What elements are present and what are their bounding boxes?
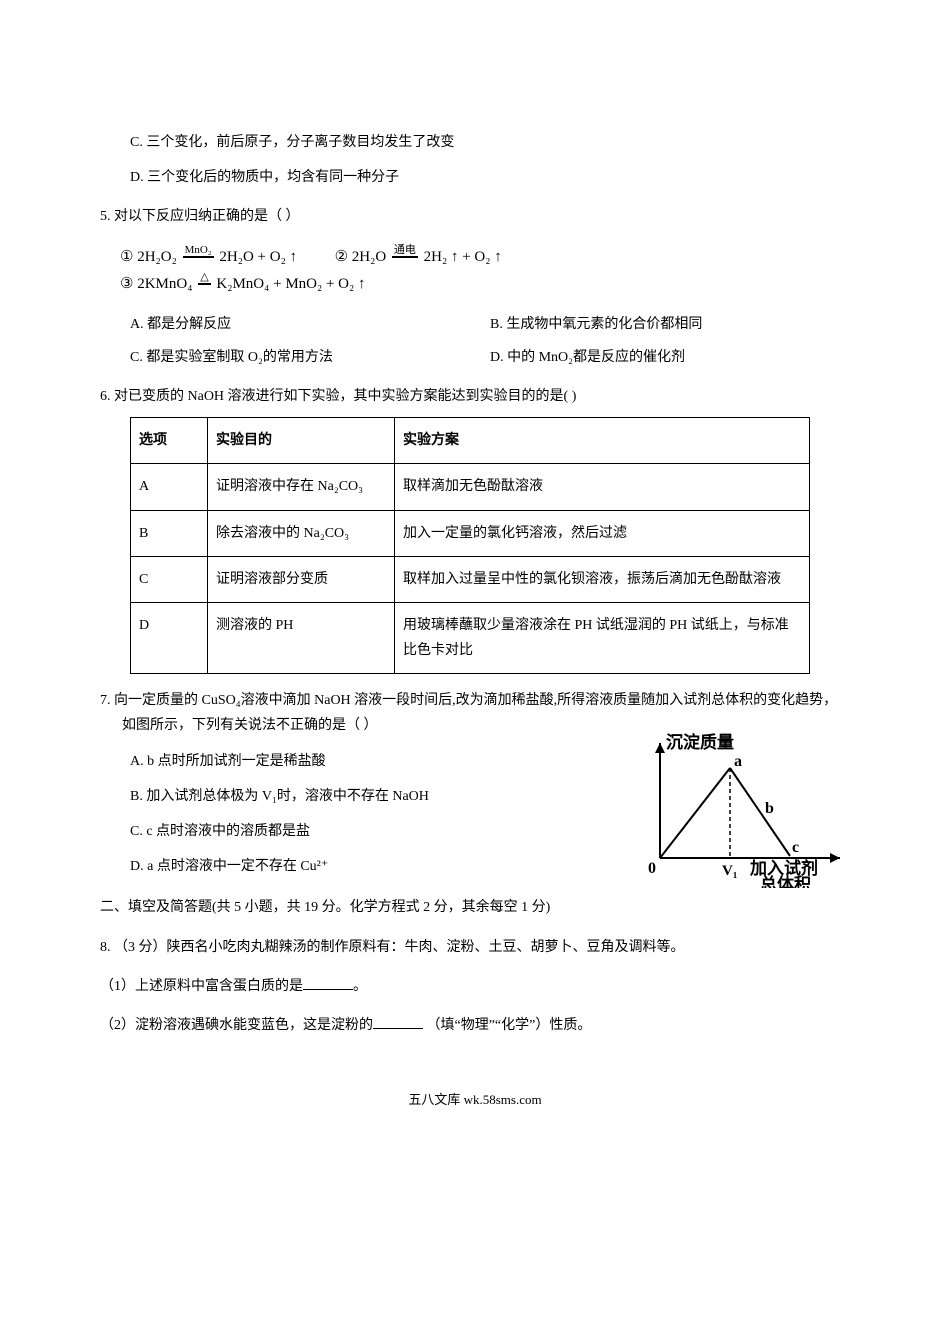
q4-option-c: C. 三个变化，前后原子，分子离子数目均发生了改变 [130, 130, 850, 155]
eq3-condition: △ [198, 272, 210, 297]
eq3-rhs: K₂MnO₄ + MnO₂ + O₂ ↑ [216, 276, 365, 292]
section-2-heading: 二、填空及简答题(共 5 小题，共 19 分。化学方程式 2 分，其余每空 1 … [100, 895, 850, 920]
q5-option-c: C. 都是实验室制取 O₂的常用方法 [130, 345, 490, 370]
q5-option-d: D. 中的 MnO₂都是反应的催化剂 [490, 345, 850, 370]
svg-text:0: 0 [648, 860, 656, 877]
table-row: B 除去溶液中的 Na₂CO₃ 加入一定量的氯化钙溶液，然后过滤 [131, 510, 810, 556]
q8-stem: 8. （3 分）陕西名小吃肉丸糊辣汤的制作原料有：牛肉、淀粉、土豆、胡萝卜、豆角… [100, 935, 850, 960]
eq2-condition: 通电 [392, 245, 418, 270]
q6-table: 选项 实验目的 实验方案 A 证明溶液中存在 Na₂CO₃ 取样滴加无色酚酞溶液… [130, 417, 810, 674]
table-row: D 测溶液的 PH 用玻璃棒蘸取少量溶液涂在 PH 试纸湿润的 PH 试纸上，与… [131, 602, 810, 673]
q8-sub2-text: （2）淀粉溶液遇碘水能变蓝色，这是淀粉的 [100, 1018, 373, 1033]
q5-equations: ① 2H₂O₂ MnO₂ 2H₂O + O₂ ↑ ② 2H₂O 通电 2H₂ ↑… [120, 244, 850, 298]
q8-sub2-tail: （填“物理”“化学”）性质。 [423, 1018, 591, 1033]
q6-th-option: 选项 [131, 418, 208, 464]
eq1-condition: MnO₂ [183, 245, 214, 270]
svg-text:V₁: V₁ [722, 863, 737, 879]
q6-b-scheme: 加入一定量的氯化钙溶液，然后过滤 [395, 510, 810, 556]
q6-b-opt: B [131, 510, 208, 556]
fill-blank [373, 1014, 423, 1029]
q6-d-purpose: 测溶液的 PH [208, 602, 395, 673]
q4-option-d: D. 三个变化后的物质中，均含有同一种分子 [130, 165, 850, 190]
page-footer: 五八文库 wk.58sms.com [100, 1088, 850, 1111]
svg-text:c: c [792, 839, 799, 856]
q7-figure: a b c 0 V₁ 沉淀质量 加入试剂 总体积 [630, 728, 860, 888]
eq1-prefix: ① 2H₂O₂ [120, 249, 177, 265]
q6-b-purpose: 除去溶液中的 Na₂CO₃ [208, 510, 395, 556]
q8-sub2: （2）淀粉溶液遇碘水能变蓝色，这是淀粉的 （填“物理”“化学”）性质。 [100, 1013, 850, 1038]
q5-option-b: B. 生成物中氧元素的化合价都相同 [490, 312, 850, 337]
svg-text:总体积: 总体积 [760, 874, 811, 888]
q6-c-scheme: 取样加入过量呈中性的氯化钡溶液，振荡后滴加无色酚酞溶液 [395, 556, 810, 602]
q8-sub1: （1）上述原料中富含蛋白质的是 。 [100, 974, 850, 999]
q6-a-purpose: 证明溶液中存在 Na₂CO₃ [208, 464, 395, 510]
eq3-prefix: ③ 2KMnO₄ [120, 276, 192, 292]
q6-th-scheme: 实验方案 [395, 418, 810, 464]
svg-text:沉淀质量: 沉淀质量 [666, 732, 734, 752]
q6-a-opt: A [131, 464, 208, 510]
svg-text:a: a [734, 753, 742, 770]
q6-d-opt: D [131, 602, 208, 673]
q6-stem: 6. 对已变质的 NaOH 溶液进行如下实验，其中实验方案能达到实验目的的是( … [100, 384, 850, 409]
eq1-rhs: 2H₂O + O₂ ↑ [219, 249, 297, 265]
q6-d-scheme: 用玻璃棒蘸取少量溶液涂在 PH 试纸湿润的 PH 试纸上，与标准比色卡对比 [395, 602, 810, 673]
eq2-rhs: 2H₂ ↑ + O₂ ↑ [424, 249, 502, 265]
svg-text:b: b [765, 800, 774, 817]
q8-sub1-tail: 。 [353, 979, 367, 994]
q5-option-a: A. 都是分解反应 [130, 312, 490, 337]
table-row: C 证明溶液部分变质 取样加入过量呈中性的氯化钡溶液，振荡后滴加无色酚酞溶液 [131, 556, 810, 602]
q6-c-opt: C [131, 556, 208, 602]
eq2-prefix: ② 2H₂O [335, 249, 390, 265]
fill-blank [303, 975, 353, 990]
q6-c-purpose: 证明溶液部分变质 [208, 556, 395, 602]
table-row: A 证明溶液中存在 Na₂CO₃ 取样滴加无色酚酞溶液 [131, 464, 810, 510]
q6-a-scheme: 取样滴加无色酚酞溶液 [395, 464, 810, 510]
q6-th-purpose: 实验目的 [208, 418, 395, 464]
q5-stem: 5. 对以下反应归纳正确的是（ ） [100, 204, 850, 229]
q8-sub1-text: （1）上述原料中富含蛋白质的是 [100, 979, 303, 994]
